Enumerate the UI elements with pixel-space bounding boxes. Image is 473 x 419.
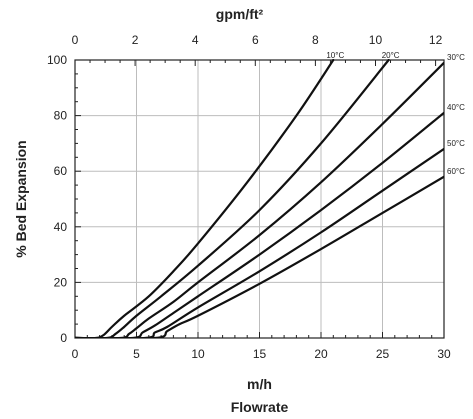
grid-lines	[75, 60, 444, 338]
x-tick-label: 0	[72, 347, 79, 361]
y-tick-label: 0	[60, 331, 67, 345]
series-label: 10°C	[326, 51, 344, 60]
top-axis-title: gpm/ft²	[216, 6, 264, 22]
y-tick-label: 100	[47, 53, 67, 67]
series-label: 40°C	[447, 103, 465, 112]
series-label: 30°C	[447, 53, 465, 62]
top-x-tick-label: 8	[312, 33, 319, 47]
y-tick-label: 40	[54, 220, 68, 234]
x-axis-title: m/h	[247, 376, 272, 392]
series-label: 20°C	[382, 51, 400, 60]
series-curves	[75, 59, 444, 338]
series-line	[75, 111, 444, 338]
series-label: 50°C	[447, 139, 465, 148]
series-label: 60°C	[447, 167, 465, 176]
series-line	[75, 59, 390, 338]
series-line	[75, 147, 444, 338]
y-tick-label: 60	[54, 164, 68, 178]
top-x-tick-label: 6	[252, 33, 259, 47]
x-tick-label: 10	[191, 347, 205, 361]
y-tick-label: 20	[54, 275, 68, 289]
tick-labels: 0 20 40 60 80 100 0 5 10 15 20 25 30 0 2 4 6 8 10 12	[47, 33, 451, 361]
y-tick-label: 80	[54, 109, 68, 123]
x-tick-label: 5	[133, 347, 140, 361]
y-axis-title: % Bed Expansion	[13, 140, 29, 257]
top-x-tick-label: 10	[369, 33, 383, 47]
series-line	[75, 59, 335, 338]
top-x-tick-label: 2	[132, 33, 139, 47]
top-x-tick-label: 4	[192, 33, 199, 47]
series-line	[75, 61, 444, 338]
x-tick-label: 25	[376, 347, 390, 361]
x-tick-label: 15	[253, 347, 267, 361]
x-tick-label: 30	[437, 347, 451, 361]
x-axis-subtitle: Flowrate	[231, 399, 289, 415]
top-x-tick-label: 12	[429, 33, 443, 47]
series-line	[75, 175, 444, 338]
plot-frame	[74, 59, 445, 339]
x-tick-label: 20	[314, 347, 328, 361]
series-labels: 10°C 20°C 30°C 40°C 50°C 60°C	[326, 51, 465, 176]
top-x-tick-label: 0	[72, 33, 79, 47]
